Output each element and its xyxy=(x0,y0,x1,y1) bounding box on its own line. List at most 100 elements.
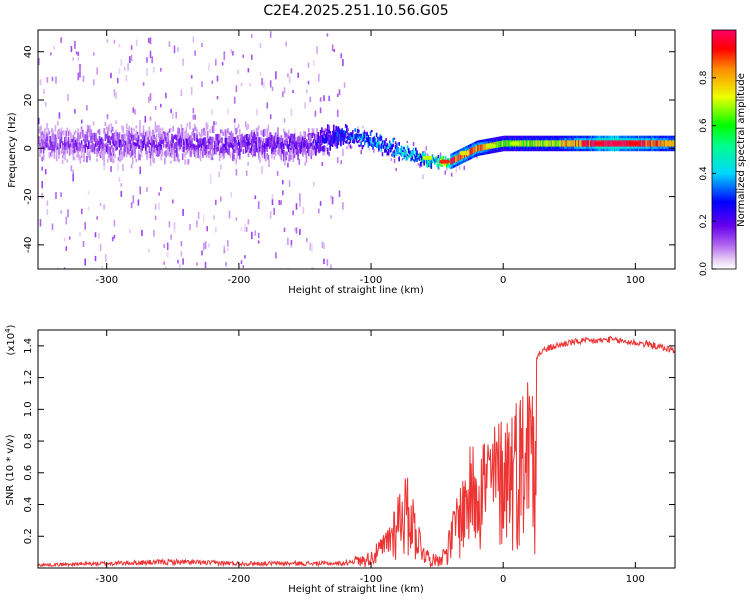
spectrogram-cell xyxy=(418,152,421,156)
spectrogram-ytick-label: 40 xyxy=(23,45,34,58)
spectrogram-cell xyxy=(210,153,213,160)
spectrogram-cell xyxy=(135,125,138,129)
spectrogram-cell xyxy=(390,144,392,148)
spectrogram-cell xyxy=(377,143,379,148)
spectrogram-cell xyxy=(371,129,373,133)
spectrogram-cell xyxy=(102,145,104,154)
spectrogram-cell xyxy=(648,140,650,147)
spectrogram-cell xyxy=(162,143,165,148)
spectrogram-cell xyxy=(292,147,295,154)
spectrogram-cell xyxy=(333,131,335,136)
spectrogram-cell xyxy=(265,137,267,142)
spectrogram-cell xyxy=(68,143,71,149)
spectrogram-cell xyxy=(53,152,56,159)
spectrogram-cell xyxy=(386,151,389,156)
spectrogram-cell xyxy=(155,133,158,141)
spectrogram-cell xyxy=(425,146,427,151)
spectrogram-cell xyxy=(505,140,507,147)
spectrogram-cell xyxy=(160,151,163,156)
spectrogram-cell xyxy=(113,39,116,44)
spectrogram-cell xyxy=(321,127,323,134)
spectrogram-cell xyxy=(181,132,184,140)
spectrogram-cell xyxy=(410,151,412,156)
spectrogram-cell xyxy=(86,146,89,150)
spectrogram-cell xyxy=(297,155,299,161)
spectrogram-cell xyxy=(142,130,145,136)
spectrogram-cell xyxy=(41,143,44,149)
spectrogram-cell xyxy=(388,143,391,148)
spectrogram-cell xyxy=(70,143,72,147)
spectrogram-cell xyxy=(184,152,186,158)
spectrogram-cell xyxy=(79,143,82,148)
spectrogram-cell xyxy=(299,142,302,151)
spectrogram-cell xyxy=(196,262,198,266)
spectrogram-cell xyxy=(121,143,123,148)
spectrogram-cell xyxy=(203,146,205,152)
spectrogram-cell xyxy=(335,125,337,131)
spectrogram-cell xyxy=(203,137,205,145)
spectrogram-cell xyxy=(423,161,425,166)
spectrogram-cell xyxy=(156,145,159,152)
spectrogram-cell xyxy=(67,141,70,147)
spectrogram-cell xyxy=(283,227,286,232)
spectrogram-cell xyxy=(274,148,277,157)
spectrogram-cell xyxy=(325,128,328,133)
spectrogram-cell xyxy=(101,137,103,144)
spectrogram-cell xyxy=(423,150,426,153)
spectrogram-cell xyxy=(82,241,85,247)
spectrogram-cell xyxy=(347,142,350,147)
spectrogram-cell xyxy=(353,139,355,143)
spectrogram-cell xyxy=(585,140,587,147)
spectrogram-cell xyxy=(299,131,302,138)
spectrogram-cell xyxy=(160,134,163,143)
spectrogram-cell xyxy=(257,240,260,244)
spectrogram-cell xyxy=(112,147,115,154)
colorbar-tick-label: 0.4 xyxy=(699,166,709,181)
spectrogram-cell xyxy=(608,140,610,147)
spectrogram-cell xyxy=(300,143,303,148)
spectrogram-cell xyxy=(298,136,301,142)
spectrogram-cell xyxy=(550,140,552,147)
spectrogram-cell xyxy=(215,227,217,233)
spectrogram-cell xyxy=(299,193,301,201)
spectrogram-cell xyxy=(105,254,107,262)
spectrogram-cell xyxy=(248,141,251,147)
spectrogram-cell xyxy=(476,145,478,152)
spectrogram-cell xyxy=(303,146,305,153)
spectrogram-cell xyxy=(42,140,45,145)
figure-title: C2E4.2025.251.10.56.G05 xyxy=(263,3,448,19)
spectrogram-cell xyxy=(321,146,323,151)
spectrogram-cell xyxy=(405,156,408,161)
spectrogram-cell xyxy=(93,149,96,155)
spectrogram-xtick-label: 0 xyxy=(500,275,506,286)
spectrogram-cell xyxy=(105,142,108,147)
spectrogram-cell xyxy=(640,140,643,147)
spectrogram-cell xyxy=(180,124,183,131)
spectrogram-cell xyxy=(206,226,208,232)
spectrogram-cell xyxy=(187,143,190,148)
spectrogram-cell xyxy=(437,155,440,159)
spectrogram-cell xyxy=(172,112,174,119)
spectrogram-cell xyxy=(118,140,121,146)
spectrogram-cell xyxy=(275,145,278,149)
spectrogram-cell xyxy=(478,144,480,152)
spectrogram-cell xyxy=(271,86,274,92)
spectrogram-cell xyxy=(246,127,248,131)
spectrogram-cell xyxy=(135,158,138,163)
spectrogram-cell xyxy=(135,142,138,147)
spectrogram-cell xyxy=(379,134,381,139)
spectrogram-cell xyxy=(284,153,286,157)
spectrogram-cell xyxy=(299,149,302,154)
spectrogram-cell xyxy=(330,195,332,199)
spectrogram-cell xyxy=(154,105,157,110)
spectrogram-cell xyxy=(123,144,126,150)
spectrogram-cell xyxy=(294,143,297,151)
spectrogram-cell xyxy=(258,156,260,160)
spectrogram-cell xyxy=(220,138,222,143)
spectrogram-cell xyxy=(523,140,525,147)
spectrogram-cell xyxy=(538,140,540,147)
spectrogram-cell xyxy=(387,145,390,148)
spectrogram-cell xyxy=(503,140,505,147)
spectrogram-cell xyxy=(280,200,282,205)
